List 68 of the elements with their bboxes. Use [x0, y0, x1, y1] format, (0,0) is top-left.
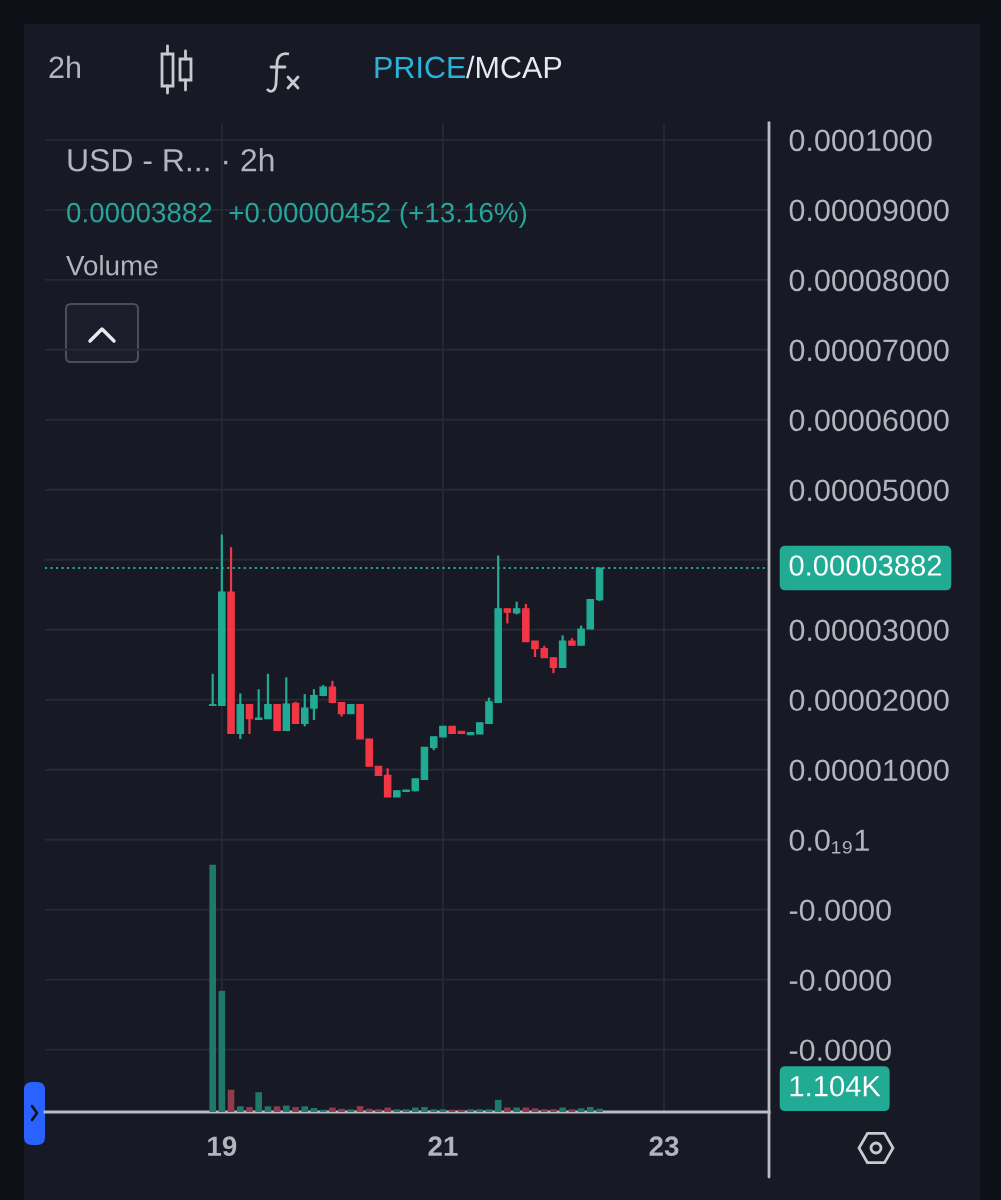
bar: [310, 1108, 318, 1112]
y-tick-label: 0.00002000: [789, 689, 949, 712]
bar: [384, 1107, 391, 1112]
bar: [356, 1106, 364, 1112]
ref-line-label: 0.00003882: [789, 555, 942, 576]
bar: [319, 1109, 327, 1112]
bar: [273, 1106, 281, 1112]
bar: [550, 1109, 557, 1112]
candlestick: [383, 767, 392, 799]
y-tick-label: 0.00006000: [789, 409, 949, 432]
bar: [237, 1106, 244, 1112]
bar: [467, 1109, 474, 1112]
x-tick-label: 23: [649, 1136, 679, 1157]
text: USD - R... · 2h: [68, 148, 274, 172]
bar: [365, 1108, 373, 1112]
bar: [577, 1108, 585, 1112]
text: 1.104K: [790, 1075, 881, 1097]
bar: [430, 1109, 438, 1112]
y-tick-label: 0.0₁₉1: [789, 829, 869, 854]
bar: [494, 1099, 502, 1112]
bar: [476, 1109, 484, 1112]
bar: [301, 1106, 309, 1112]
y-tick-label: -0.0000: [789, 1039, 891, 1062]
bar: [485, 1109, 493, 1112]
y-tick-label: 0.00009000: [789, 199, 949, 222]
bar: [540, 1109, 548, 1112]
text: PRICE: [375, 56, 466, 79]
bar: [282, 1105, 290, 1112]
bar: [596, 1108, 603, 1112]
x-tick-label: 21: [428, 1136, 458, 1156]
bar: [411, 1107, 419, 1112]
bar: [393, 1109, 401, 1112]
y-tick-label: 0.00005000: [789, 479, 949, 502]
bar: [559, 1107, 566, 1112]
y-tick-label: 0.0001000: [789, 129, 932, 152]
bar: [209, 864, 216, 1112]
bar: [458, 1109, 465, 1112]
x-tick-label: 19: [208, 1136, 237, 1157]
bar: [504, 1107, 511, 1112]
bar: [513, 1107, 520, 1112]
bar: [329, 1107, 336, 1112]
bar: [292, 1107, 299, 1112]
bar: [338, 1108, 345, 1112]
bar: [531, 1108, 539, 1112]
y-tick-label: 0.00008000: [789, 269, 949, 292]
bar: [246, 1107, 253, 1112]
bar: [264, 1106, 272, 1112]
y-tick-label: 0.00001000: [789, 759, 949, 782]
bar: [402, 1109, 410, 1112]
y-tick-label: -0.0000: [789, 899, 891, 922]
bar: [375, 1109, 382, 1112]
y-tick-label: 0.00007000: [789, 339, 949, 362]
bar: [347, 1109, 355, 1112]
annotation: Volume: [66, 255, 158, 276]
text: 0.00003882 +0.00000452 (+13.16%): [67, 202, 527, 228]
bar: [227, 1089, 235, 1112]
text: /MCAP: [466, 55, 562, 79]
bar: [439, 1109, 447, 1112]
bar: [586, 1107, 594, 1112]
bar: [255, 1092, 262, 1112]
bar: [218, 990, 226, 1112]
bar: [568, 1109, 576, 1112]
y-tick-label: 0.00003000: [789, 619, 949, 642]
candlestick: [291, 700, 300, 725]
text: 2h: [49, 55, 80, 78]
candlestick: [245, 703, 254, 736]
bar: [421, 1107, 428, 1112]
y-tick-label: -0.0000: [789, 969, 891, 992]
